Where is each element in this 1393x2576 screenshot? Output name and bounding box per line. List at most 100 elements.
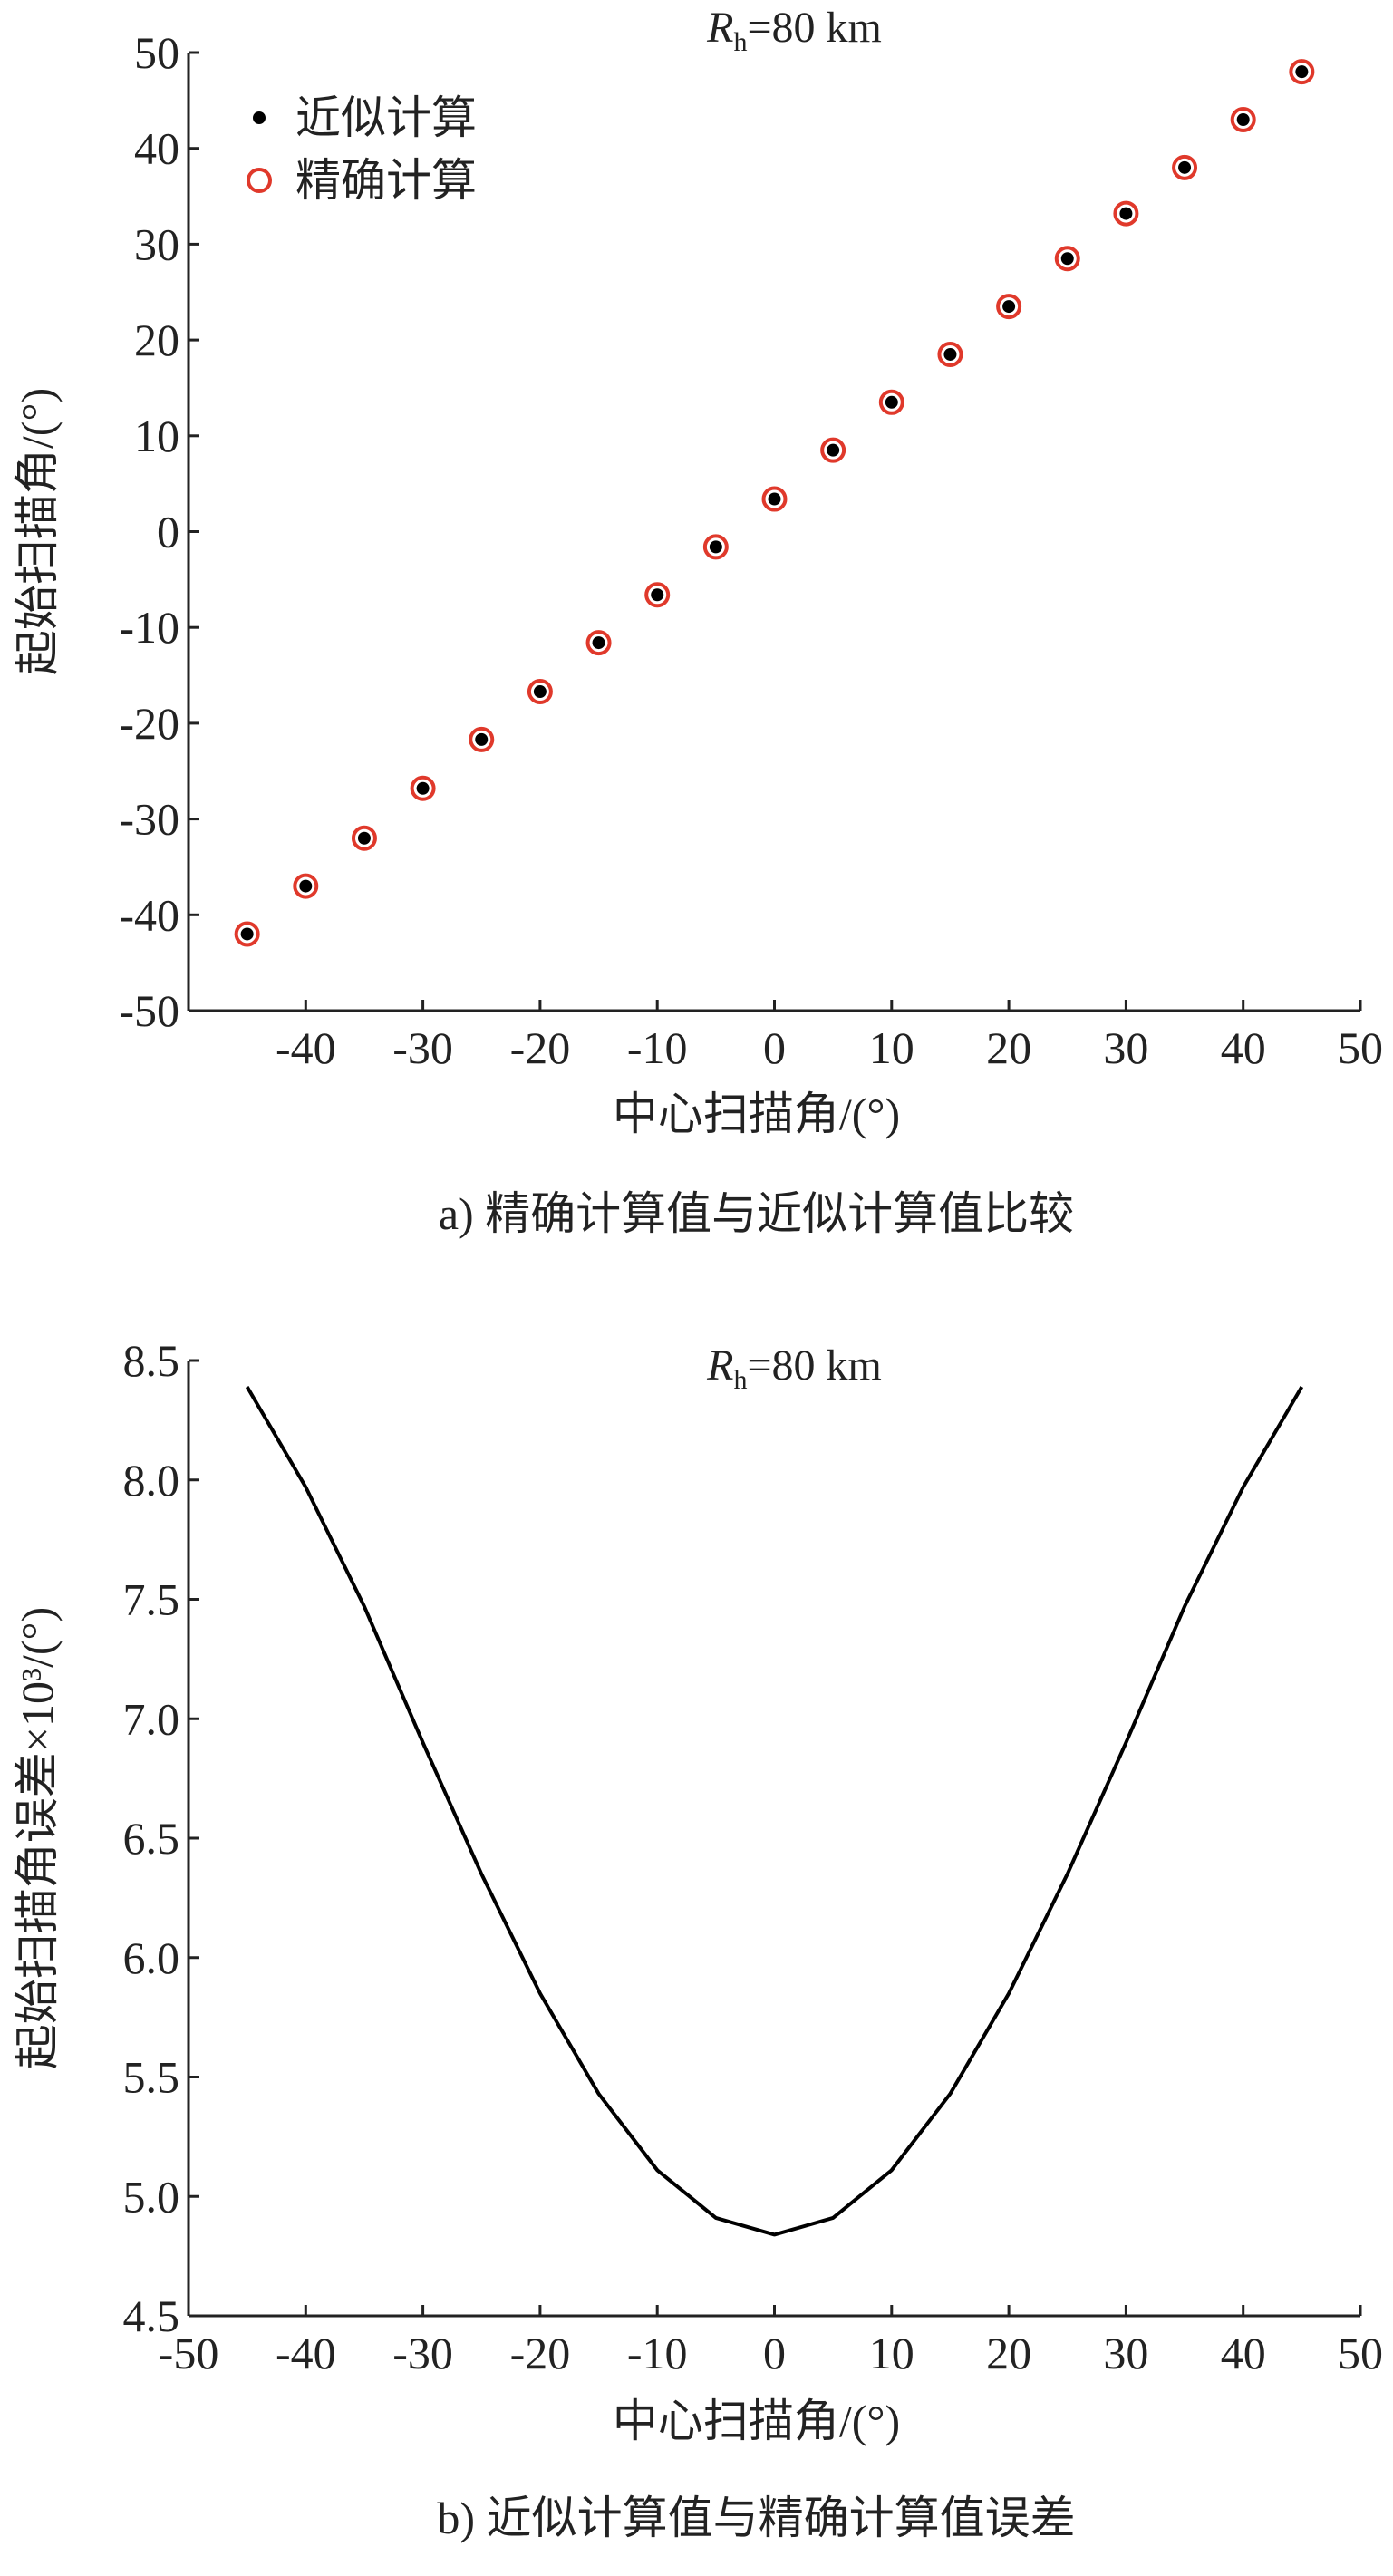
title-symbol: R xyxy=(706,4,733,52)
point xyxy=(1236,112,1250,126)
chart-title: Rh=80 km xyxy=(706,4,882,57)
point xyxy=(410,775,436,801)
title-text: =80 km xyxy=(747,4,881,52)
y-tick-label: -20 xyxy=(119,698,179,749)
x-tick-label: -30 xyxy=(392,1022,453,1073)
x-tick-label: -20 xyxy=(510,1022,571,1073)
x-axis-label: 中心扫描角/(°) xyxy=(613,1089,900,1139)
point xyxy=(702,534,729,560)
point xyxy=(1002,300,1016,314)
point xyxy=(1054,246,1080,272)
x-tick-label: -20 xyxy=(510,2328,571,2378)
point xyxy=(651,588,664,602)
y-axis-label: 起始扫描角/(°) xyxy=(12,388,63,675)
y-tick-label: 7.0 xyxy=(123,1693,180,1744)
point xyxy=(885,395,898,409)
legend-marker xyxy=(253,111,266,124)
point xyxy=(475,732,489,746)
y-tick-label: 10 xyxy=(134,411,179,461)
y-tick-label: -40 xyxy=(119,889,179,940)
point xyxy=(709,540,722,554)
y-tick-label: 5.5 xyxy=(123,2052,180,2103)
x-tick-label: -30 xyxy=(392,2328,453,2378)
title-text: =80 km xyxy=(747,1341,881,1390)
y-tick-label: 6.5 xyxy=(123,1813,180,1864)
point xyxy=(1119,207,1133,220)
y-tick-label: 30 xyxy=(134,218,179,269)
x-tick-label: 50 xyxy=(1338,1022,1383,1073)
y-tick-label: 5.0 xyxy=(123,2171,180,2222)
x-tick-label: 20 xyxy=(986,2328,1031,2378)
y-tick-label: 40 xyxy=(134,123,179,174)
point xyxy=(469,726,495,752)
x-tick-label: 40 xyxy=(1221,1022,1266,1073)
point xyxy=(820,437,846,463)
line-series xyxy=(245,1385,1304,2237)
legend-marker xyxy=(247,168,272,193)
x-tick-label: 20 xyxy=(986,1022,1031,1073)
point xyxy=(351,825,377,851)
point xyxy=(644,582,671,608)
point xyxy=(1230,106,1256,132)
point xyxy=(1060,252,1074,266)
y-tick-label: 6.0 xyxy=(123,1932,180,1983)
y-tick-label: -50 xyxy=(119,985,179,1036)
x-tick-label: -50 xyxy=(159,2328,219,2378)
point xyxy=(1289,59,1315,85)
point xyxy=(878,389,904,415)
x-tick-label: -10 xyxy=(627,2328,688,2378)
x-tick-label: -10 xyxy=(627,1022,688,1073)
title-symbol: R xyxy=(706,1341,733,1390)
chart: -50 -40 -30 -20 -10 0 10 20 30 40 50 -40 -30 -20 -10 0 1… xyxy=(12,4,1383,1239)
point xyxy=(996,294,1022,320)
x-tick-label: 10 xyxy=(869,1022,914,1073)
caption: a) 精确计算值与近似计算值比较 xyxy=(439,1188,1074,1239)
x-tick-label: 50 xyxy=(1338,2328,1383,2378)
point xyxy=(1172,154,1198,180)
point xyxy=(1113,200,1139,227)
point xyxy=(761,486,788,512)
point xyxy=(592,636,605,650)
point xyxy=(234,921,260,947)
caption: b) 近似计算值与精确计算值误差 xyxy=(437,2493,1075,2543)
x-axis-label: 中心扫描角/(°) xyxy=(613,2396,900,2446)
point xyxy=(527,679,553,705)
y-tick-label: 8.5 xyxy=(123,1335,180,1386)
x-tick-label: 0 xyxy=(763,2328,786,2378)
y-tick-label: 50 xyxy=(134,27,179,78)
title-subscript: h xyxy=(733,1365,747,1395)
point xyxy=(533,685,547,699)
x-tick-label: 30 xyxy=(1103,2328,1148,2378)
x-tick-label: -40 xyxy=(276,1022,336,1073)
y-tick-label: -30 xyxy=(119,794,179,845)
legend-label: 近似计算 xyxy=(295,92,477,143)
y-axis-label: 起始扫描角误差×10³/(°) xyxy=(12,1607,63,2069)
point xyxy=(299,879,313,893)
y-tick-label: 20 xyxy=(134,315,179,365)
x-tick-label: -40 xyxy=(276,2328,336,2378)
x-tick-label: 30 xyxy=(1103,1022,1148,1073)
y-tick-label: 0 xyxy=(157,507,179,557)
point xyxy=(293,873,319,899)
point xyxy=(943,347,957,361)
point xyxy=(827,443,840,457)
legend-label: 精确计算 xyxy=(295,155,477,206)
point xyxy=(357,831,371,845)
x-tick-label: 10 xyxy=(869,2328,914,2378)
y-tick-label: -10 xyxy=(119,602,179,653)
point xyxy=(240,927,254,941)
x-tick-label: 0 xyxy=(763,1022,786,1073)
y-tick-label: 8.0 xyxy=(123,1455,180,1506)
chart-title: Rh=80 km xyxy=(706,1341,882,1395)
y-tick-label: 4.5 xyxy=(123,2290,180,2341)
title-subscript: h xyxy=(733,27,747,57)
point xyxy=(937,341,963,367)
point xyxy=(768,492,781,506)
point xyxy=(585,630,612,656)
point xyxy=(1178,160,1192,174)
point xyxy=(416,781,430,795)
x-tick-label: 40 xyxy=(1221,2328,1266,2378)
chart: 4.5 5.0 5.5 6.0 6.5 7.0 7.5 8.0 8.5 -50 -40 -30 -20 -… xyxy=(12,1335,1383,2543)
